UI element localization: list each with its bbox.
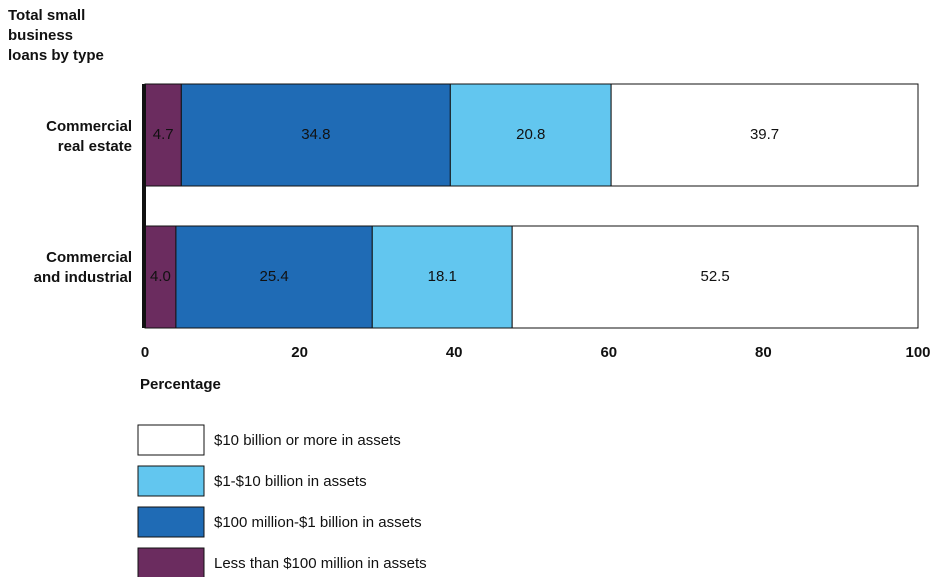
data-label: 39.7 — [750, 126, 779, 143]
legend-label: $1-$10 billion in assets — [214, 473, 367, 490]
category-label: Commercial and industrial — [33, 249, 132, 286]
y-axis-title: Total small business loans by type — [8, 7, 104, 64]
x-tick-label: 100 — [905, 344, 930, 361]
data-label: 18.1 — [428, 268, 457, 285]
x-tick-label: 80 — [755, 344, 772, 361]
x-tick-label: 40 — [446, 344, 463, 361]
x-axis-title: Percentage — [140, 376, 221, 393]
x-tick-label: 60 — [600, 344, 617, 361]
data-label: 52.5 — [700, 268, 729, 285]
axis-line — [142, 84, 146, 328]
data-label: 20.8 — [516, 126, 545, 143]
data-label: 25.4 — [259, 268, 288, 285]
data-label: 4.7 — [153, 126, 174, 143]
x-tick-label: 20 — [291, 344, 308, 361]
bar-segment — [449, 83, 612, 187]
legend-swatch — [137, 465, 205, 497]
data-label: 4.0 — [150, 268, 171, 285]
legend-swatch — [137, 506, 205, 538]
bar-segment — [371, 225, 513, 329]
legend-swatch — [137, 424, 205, 456]
x-tick-label: 0 — [141, 344, 149, 361]
bar-segment — [175, 225, 373, 329]
legend-label: Less than $100 million in assets — [214, 555, 427, 572]
data-label: 34.8 — [301, 126, 330, 143]
bar-segment — [610, 83, 919, 187]
legend-label: $10 billion or more in assets — [214, 432, 401, 449]
bar-segment — [180, 83, 451, 187]
category-label: Commercial real estate — [46, 118, 132, 155]
bar-segment — [144, 83, 182, 187]
bar-segment — [511, 225, 919, 329]
legend-swatch — [137, 547, 205, 577]
legend-label: $100 million-$1 billion in assets — [214, 514, 422, 531]
